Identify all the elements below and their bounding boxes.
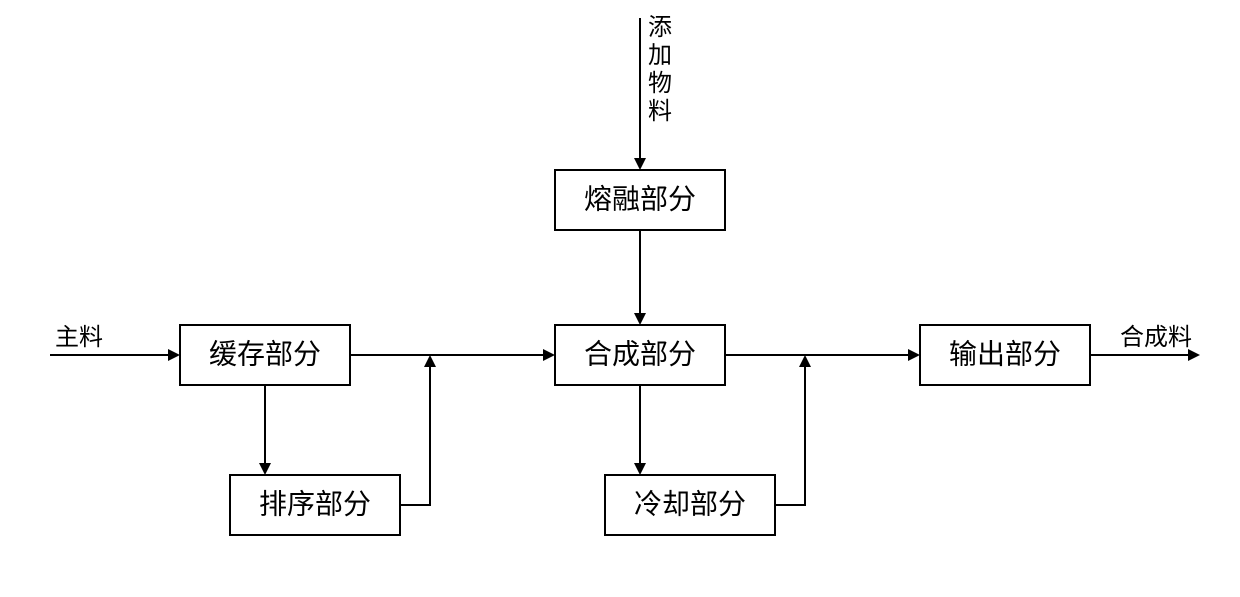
node-melt-label: 熔融部分: [584, 184, 696, 216]
node-synth-label: 合成部分: [584, 339, 696, 371]
edge-sort-to-mainline: [400, 355, 436, 505]
edge-melt-to-synth: [634, 230, 646, 325]
node-sort-label: 排序部分: [259, 489, 371, 521]
node-output-label: 输出部分: [949, 339, 1061, 371]
node-buffer-label: 缓存部分: [209, 339, 321, 371]
node-cool-label: 冷却部分: [634, 489, 746, 521]
edge-cool-to-mainline: [775, 355, 811, 505]
edge-additive-to-melt: [634, 18, 646, 170]
node-synth: 合成部分: [555, 325, 725, 385]
node-output: 输出部分: [920, 325, 1090, 385]
edge-synth-to-output: [725, 349, 920, 361]
node-melt: 熔融部分: [555, 170, 725, 230]
label-additive-in: 添 加 物 料: [648, 14, 672, 125]
edge-buffer-to-sort: [259, 385, 271, 475]
label-additive-char-0: 添: [648, 14, 672, 41]
label-main-in: 主料: [55, 324, 103, 351]
label-additive-char-3: 料: [648, 98, 672, 125]
node-sort: 排序部分: [230, 475, 400, 535]
flowchart-canvas: 缓存部分 排序部分 熔融部分 合成部分 冷却部分 输出部分 主料 添 加 物 料…: [0, 0, 1240, 597]
edge-synth-to-cool: [634, 385, 646, 475]
node-buffer: 缓存部分: [180, 325, 350, 385]
label-additive-char-1: 加: [648, 42, 672, 69]
label-additive-char-2: 物: [648, 70, 672, 97]
label-synth-out: 合成料: [1120, 324, 1192, 351]
edge-buffer-to-synth: [350, 349, 555, 361]
node-cool: 冷却部分: [605, 475, 775, 535]
